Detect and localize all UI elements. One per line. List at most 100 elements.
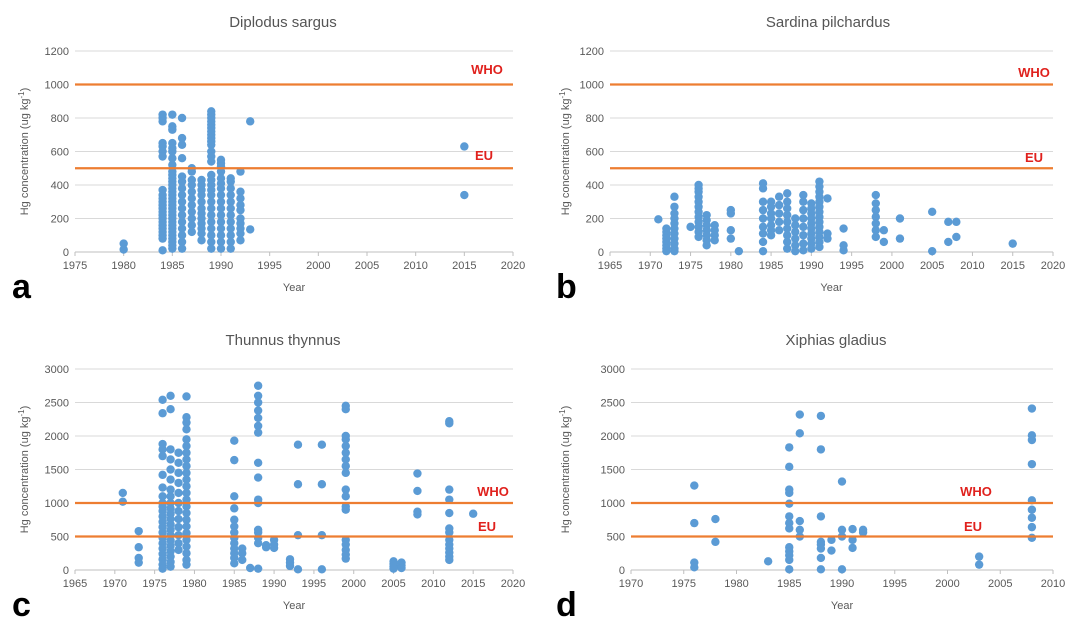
data-point [758,197,768,206]
data-point [895,214,905,223]
data-point [226,184,235,193]
x-tick-label: 1975 [142,578,166,590]
data-point [871,226,880,235]
data-point [848,524,857,534]
data-point [670,246,679,256]
data-point [758,205,768,215]
data-point [207,157,216,166]
x-tick-label: 2015 [452,260,476,272]
data-point [711,514,720,524]
data-point [816,411,826,421]
data-point [177,197,187,206]
y-tick-label: 1200 [580,46,604,58]
data-point [879,226,889,235]
data-point [871,199,880,208]
data-point [758,237,768,247]
x-tick-label: 1985 [777,578,801,590]
y-tick-label: 800 [51,113,69,125]
data-point [177,244,187,253]
data-point [253,473,263,482]
data-point [341,435,350,444]
data-point [216,237,226,247]
data-point [799,190,808,200]
data-point [216,204,226,213]
chart-title: Xiphias gladius [786,332,887,349]
data-point [791,227,800,237]
data-point [711,537,720,547]
data-point [216,231,226,240]
data-point [791,221,800,230]
y-tick-label: 800 [586,113,604,125]
data-point [236,205,245,215]
data-point [207,224,216,233]
data-point [187,187,196,196]
x-tick-label: 1990 [830,578,854,590]
data-point [460,142,469,151]
data-point [1008,239,1017,248]
data-point [690,563,699,572]
y-tick-label: 1200 [45,46,69,58]
data-point [783,204,792,213]
data-point [166,492,175,501]
data-point [177,237,187,247]
data-point [317,530,327,540]
reference-label-who: WHO [960,484,992,499]
data-point [158,483,167,492]
data-point [182,455,191,464]
data-point [785,488,794,498]
x-tick-label: 1985 [160,260,184,272]
y-tick-label: 1000 [580,80,604,92]
data-point [774,200,784,210]
x-axis-label: Year [283,600,306,612]
x-tick-label: 1980 [719,260,743,272]
data-point [726,209,736,218]
data-point [187,167,196,176]
data-point [293,565,303,574]
y-tick-label: 2000 [601,431,625,443]
data-point [177,113,187,123]
data-point [182,522,191,531]
data-point [253,421,263,431]
data-point [783,217,792,227]
chart-title: Thunnus thynnus [225,332,340,349]
data-point [758,246,768,256]
data-point [690,518,699,528]
data-point [468,509,478,518]
data-point [816,512,826,521]
data-point [177,210,187,220]
data-point [799,197,808,206]
data-point [216,217,226,227]
data-point [226,237,235,247]
data-point [226,231,235,240]
x-tick-label: 2000 [935,578,959,590]
data-point [944,237,953,247]
data-point [134,543,143,552]
data-point [174,514,183,524]
data-point [944,217,953,227]
x-tick-label: 2015 [461,578,485,590]
data-point [774,192,784,201]
y-tick-label: 1500 [601,465,625,477]
data-point [226,244,235,253]
x-tick-label: 1985 [222,578,246,590]
data-point [187,207,196,216]
data-point [230,515,239,524]
data-point [785,524,794,533]
data-point [654,215,663,224]
data-point [774,217,784,227]
y-axis-label: Hg concentration (ug kg-1) [17,88,31,216]
data-point [783,189,792,198]
data-point [177,204,187,213]
data-point [799,239,808,248]
data-point [230,492,239,501]
data-point [182,528,191,538]
data-point [293,440,303,449]
x-tick-label: 2005 [920,260,944,272]
data-point [774,226,784,235]
x-tick-label: 1970 [619,578,643,590]
data-point [216,167,226,176]
data-point [174,448,183,457]
data-point [134,558,143,567]
data-point [226,177,235,186]
